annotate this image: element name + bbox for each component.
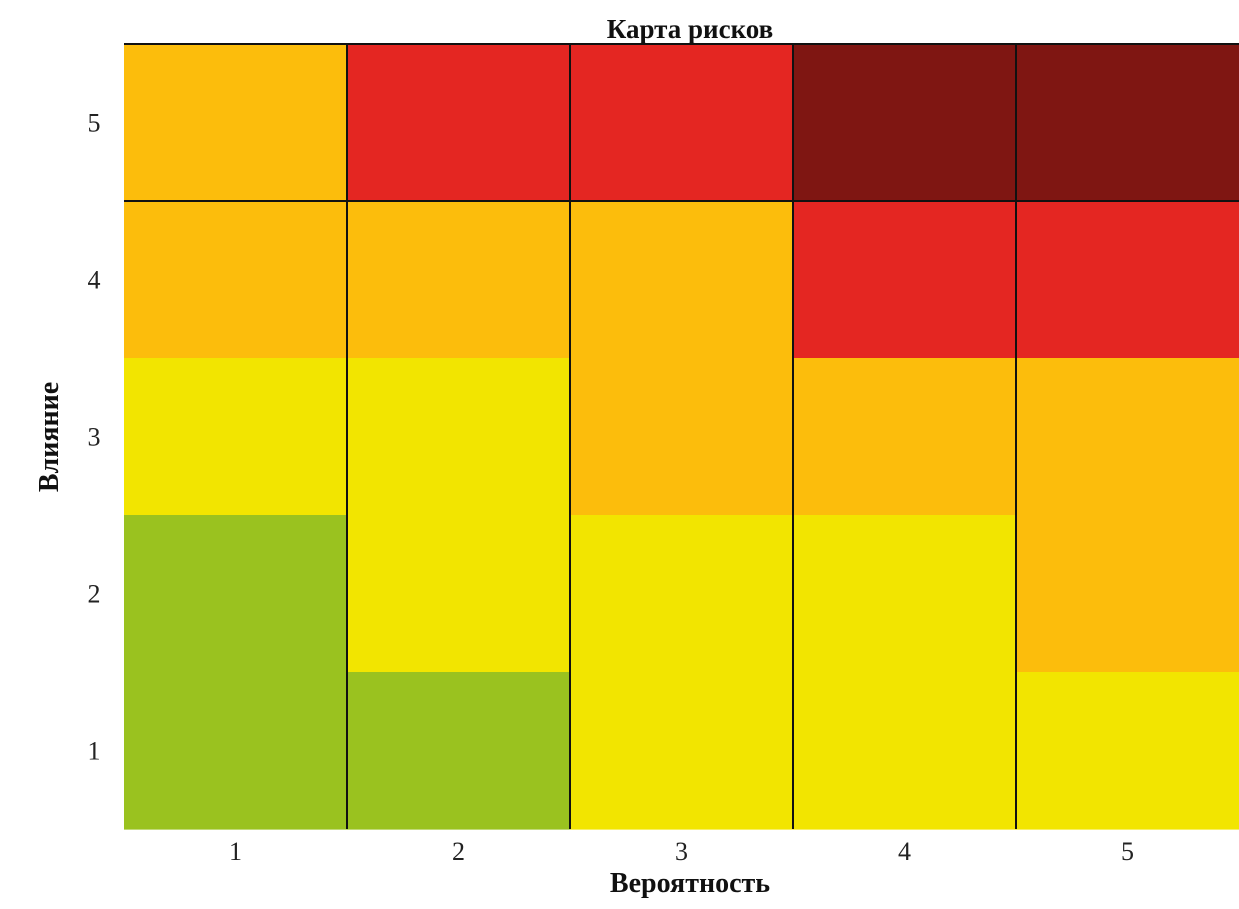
heatmap-cell-impact-5-prob-5 [1016,44,1239,202]
heatmap-cell-impact-1-prob-5 [1016,672,1239,830]
heatmap-cell-impact-5-prob-4 [793,44,1017,202]
heatmap-cell-impact-4-prob-1 [124,201,348,359]
heatmap-cell-impact-3-prob-3 [570,358,794,516]
heatmap-cell-impact-1-prob-2 [347,672,571,830]
y-tick-label: 5 [88,109,101,138]
heatmap-cell-impact-2-prob-2 [347,515,571,673]
chart-title: Карта рисков [607,14,773,44]
x-tick-label: 2 [452,837,465,866]
x-tick-label: 1 [229,837,242,866]
x-tick-label: 5 [1121,837,1134,866]
heatmap-cell-impact-1-prob-4 [793,672,1017,830]
heatmap-cell-impact-3-prob-5 [1016,358,1239,516]
heatmap-cell-impact-4-prob-5 [1016,201,1239,359]
y-axis-ticks: 5 4 3 2 1 [88,109,101,766]
heatmap-cell-impact-3-prob-4 [793,358,1017,516]
heatmap-cell-impact-4-prob-3 [570,201,794,359]
x-axis-ticks: 1 2 3 4 5 [229,837,1134,866]
y-tick-label: 1 [88,737,101,766]
heatmap-cell-impact-3-prob-2 [347,358,571,516]
heatmap-cells [124,44,1239,830]
heatmap-cell-impact-2-prob-1 [124,515,348,673]
y-axis-title: Влияние [34,382,65,492]
heatmap-cell-impact-2-prob-5 [1016,515,1239,673]
x-tick-label: 3 [675,837,688,866]
y-tick-label: 4 [88,266,101,295]
heatmap-cell-impact-1-prob-1 [124,672,348,830]
x-axis-title: Вероятность [610,868,770,899]
y-tick-label: 2 [88,580,101,609]
x-tick-label: 4 [898,837,911,866]
heatmap-cell-impact-3-prob-1 [124,358,348,516]
heatmap-cell-impact-5-prob-3 [570,44,794,202]
grid-separators [124,43,1239,829]
heatmap-cell-impact-5-prob-2 [347,44,571,202]
heatmap-cell-impact-2-prob-4 [793,515,1017,673]
heatmap-cell-impact-5-prob-1 [124,44,348,202]
heatmap-cell-impact-2-prob-3 [570,515,794,673]
heatmap-cell-impact-1-prob-3 [570,672,794,830]
heatmap-cell-impact-4-prob-2 [347,201,571,359]
heatmap-cell-impact-4-prob-4 [793,201,1017,359]
y-tick-label: 3 [88,423,101,452]
